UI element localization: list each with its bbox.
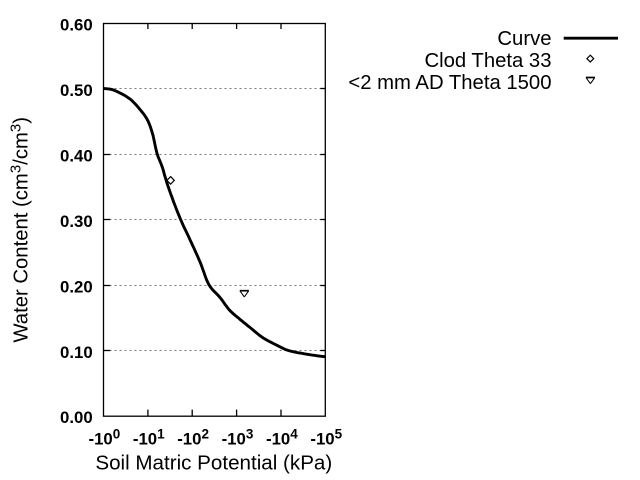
svg-text:Water Content (cm3/cm3): Water Content (cm3/cm3): [7, 117, 32, 343]
svg-text:-100: -100: [89, 426, 121, 448]
svg-text:0.00: 0.00: [60, 408, 93, 427]
svg-text:-101: -101: [133, 426, 165, 448]
svg-text:Clod Theta 33: Clod Theta 33: [424, 50, 551, 72]
svg-text:-104: -104: [266, 426, 298, 448]
svg-text:Curve: Curve: [497, 28, 551, 50]
svg-text:0.30: 0.30: [60, 212, 93, 231]
svg-text:0.20: 0.20: [60, 277, 93, 296]
svg-text:-105: -105: [310, 426, 342, 448]
svg-text:-102: -102: [177, 426, 209, 448]
svg-text:0.50: 0.50: [60, 81, 93, 100]
svg-text:0.60: 0.60: [60, 16, 93, 35]
svg-text:0.10: 0.10: [60, 343, 93, 362]
svg-text:-103: -103: [222, 426, 254, 448]
svg-text:<2 mm AD Theta 1500: <2 mm AD Theta 1500: [348, 72, 551, 94]
svg-text:Soil Matric Potential (kPa): Soil Matric Potential (kPa): [95, 452, 332, 475]
svg-text:0.40: 0.40: [60, 146, 93, 165]
